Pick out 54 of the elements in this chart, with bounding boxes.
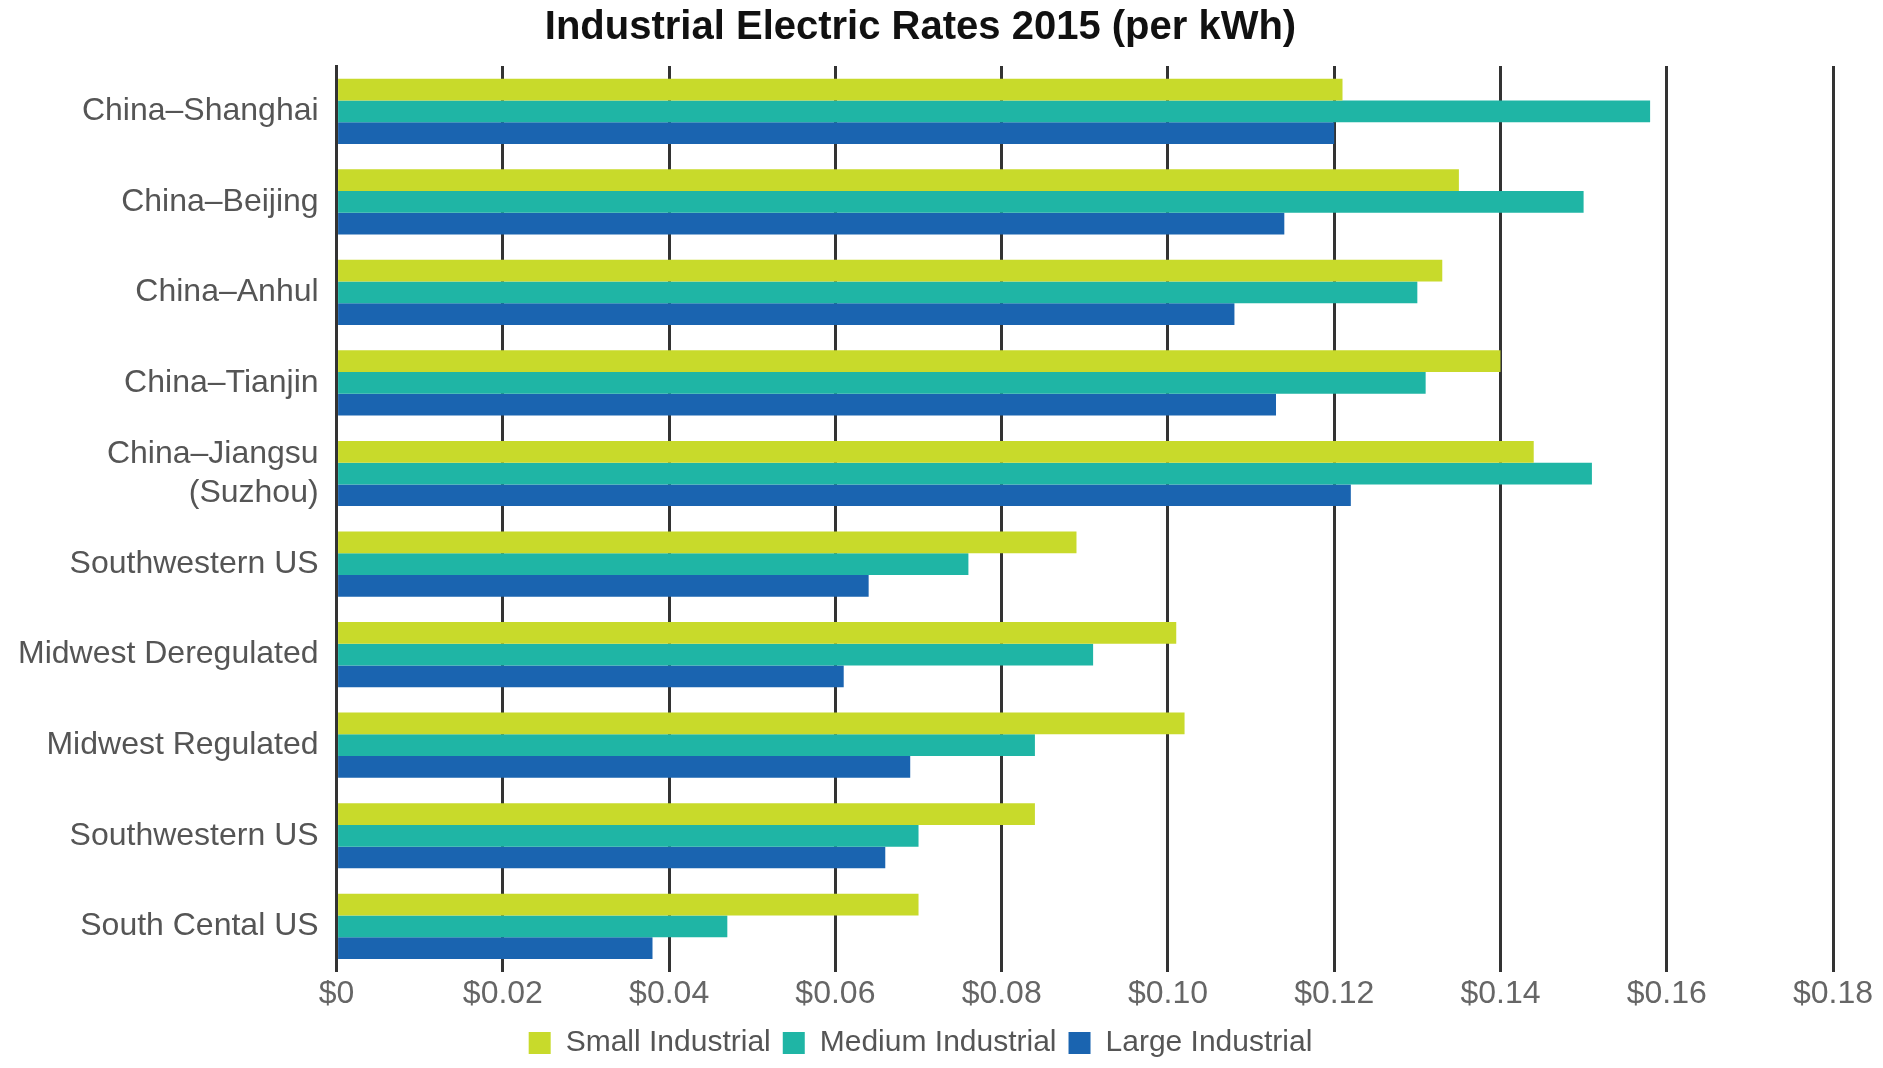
x-tick-label: $0.18 xyxy=(1792,973,1874,1010)
bar xyxy=(338,622,1177,644)
bar xyxy=(338,122,1335,144)
y-tick-label: China–Beijing xyxy=(121,181,319,218)
x-tick-label: $0.16 xyxy=(1626,973,1707,1010)
x-tick-label: $0.06 xyxy=(795,973,876,1010)
bar xyxy=(338,937,653,959)
x-tick-label: $0.14 xyxy=(1460,973,1541,1010)
bar xyxy=(338,824,919,847)
bar xyxy=(338,281,1418,304)
bar xyxy=(338,169,1459,191)
x-tick-label: $0.04 xyxy=(629,973,710,1010)
y-tick-label: Midwest Regulated xyxy=(46,725,319,762)
y-tick-label: South Cental US xyxy=(80,906,319,943)
legend-label: Medium Industrial xyxy=(819,1024,1057,1058)
legend-label: Small Industrial xyxy=(565,1024,771,1058)
bar xyxy=(338,303,1235,325)
bar xyxy=(338,846,886,869)
y-tick-label: China–Jiangsu (Suzhou) xyxy=(106,434,319,509)
y-tick-label: Southwestern US xyxy=(69,815,319,852)
bar xyxy=(338,574,869,597)
bar xyxy=(338,100,1651,123)
bar xyxy=(338,393,1276,416)
bar xyxy=(338,212,1285,235)
x-tick-label: $0 xyxy=(318,973,355,1010)
x-tick-label: $0.02 xyxy=(462,973,543,1010)
bar xyxy=(338,712,1185,735)
y-tick-label: Midwest Deregulated xyxy=(18,634,319,671)
bar xyxy=(338,372,1426,394)
y-tick-label: China–Shanghai xyxy=(81,91,319,128)
y-tick-label: Southwestern US xyxy=(69,543,319,580)
x-tick-label: $0.12 xyxy=(1294,973,1375,1010)
bar xyxy=(338,531,1077,554)
legend-label: Large Industrial xyxy=(1105,1024,1313,1058)
bar xyxy=(338,484,1351,507)
bar xyxy=(338,350,1501,373)
chart-title: Industrial Electric Rates 2015 (per kWh) xyxy=(544,3,1297,48)
x-tick-label: $0.08 xyxy=(961,973,1042,1010)
x-tick-label: $0.10 xyxy=(1127,973,1208,1010)
bar xyxy=(338,643,1094,666)
bar xyxy=(338,756,911,778)
y-tick-label: China–Tianjin xyxy=(124,362,319,399)
bar xyxy=(338,803,1035,825)
y-tick-label: China–Anhul xyxy=(135,272,319,309)
bar xyxy=(338,893,919,916)
bar xyxy=(338,553,969,575)
bar xyxy=(338,734,1035,757)
bar xyxy=(338,440,1534,463)
bar xyxy=(338,665,844,688)
bar xyxy=(338,259,1443,282)
bar xyxy=(338,78,1343,101)
bar xyxy=(338,915,728,938)
bar xyxy=(338,190,1584,213)
bar xyxy=(338,462,1592,485)
